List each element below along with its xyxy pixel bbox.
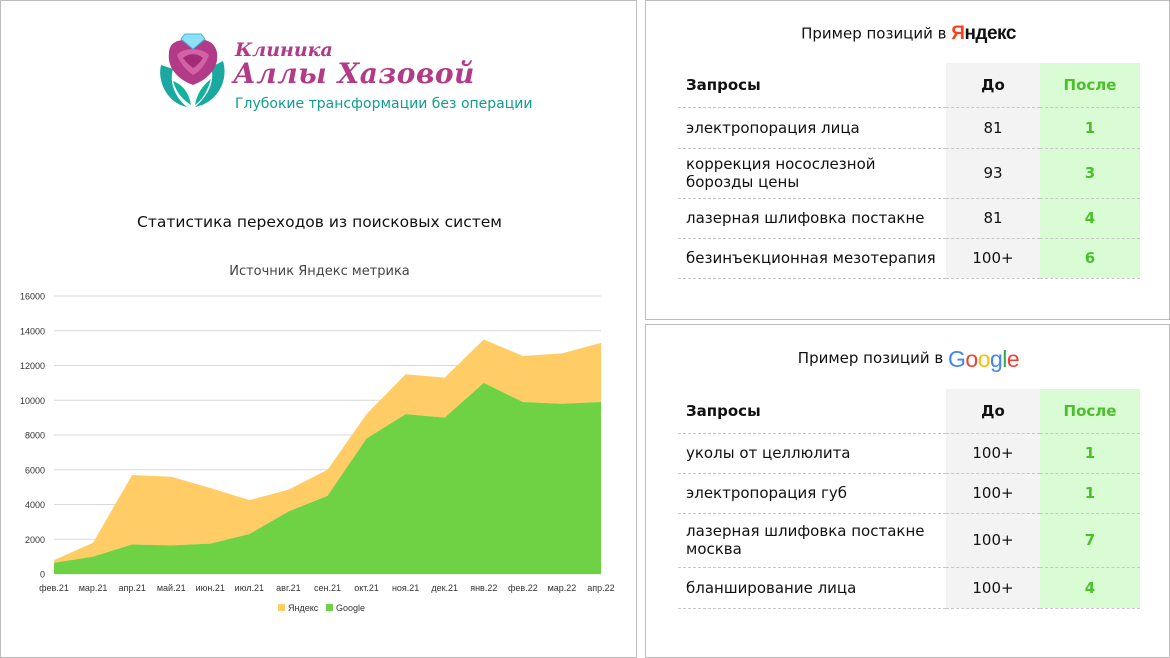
after-cell: 3: [1040, 148, 1140, 199]
yandex-title-prefix: Пример позиций в: [801, 24, 947, 43]
brand-line-1: Клиника: [235, 39, 333, 61]
legend-swatch-google: [326, 604, 333, 611]
table-row: бланширование лица 100+ 4: [678, 567, 1140, 609]
x-tick-label: сен.21: [314, 583, 341, 593]
x-tick-label: апр.22: [587, 583, 614, 593]
x-tick-label: дек.21: [431, 583, 458, 593]
legend-label-yandex: Яндекс: [288, 603, 319, 613]
traffic-area-chart: 0 2000 4000 6000 8000 10000 12000 14000 16000 фев…: [20, 292, 615, 614]
table-row: безинъекционная мезотерапия 100+ 6: [678, 238, 1140, 279]
after-cell: 1: [1040, 473, 1140, 514]
y-tick-label: 12000: [20, 361, 45, 371]
header-before: До: [946, 389, 1040, 434]
google-logo: Google: [948, 344, 1020, 372]
table-row: электропорация губ 100+ 1: [678, 473, 1140, 514]
statistics-panel: Клиника Аллы Хазовой Глубокие трансформа…: [0, 0, 637, 658]
x-tick-label: июн.21: [196, 583, 225, 593]
x-tick-label: авг.21: [276, 583, 300, 593]
yandex-logo-rest: ндекс: [964, 22, 1016, 44]
x-tick-label: июл.21: [235, 583, 264, 593]
brand-line-2: Аллы Хазовой: [233, 57, 475, 90]
y-tick-label: 8000: [25, 431, 45, 441]
query-cell: коррекция носослезной борозды цены: [678, 148, 946, 199]
header-after: После: [1040, 63, 1140, 108]
google-logo-letter: o: [977, 345, 991, 372]
before-cell: 100+: [946, 433, 1040, 474]
query-cell: электропорация лица: [678, 107, 946, 149]
table-row: лазерная шлифовка постакне 81 4: [678, 198, 1140, 239]
query-cell: уколы от целлюлита: [678, 433, 946, 474]
query-cell: лазерная шлифовка постакне: [678, 198, 946, 239]
x-tick-label: май.21: [157, 583, 186, 593]
table-row: электропорация лица 81 1: [678, 107, 1140, 149]
google-logo-letter: l: [1002, 345, 1007, 372]
x-tick-label: окт.21: [354, 583, 379, 593]
table-row: коррекция носослезной борозды цены 93 3: [678, 148, 1140, 199]
query-cell: безинъекционная мезотерапия: [678, 238, 946, 279]
chart-title: Источник Яндекс метрика: [229, 264, 410, 279]
after-cell: 6: [1040, 238, 1140, 279]
y-tick-label: 14000: [20, 326, 45, 336]
legend-label-google: Google: [336, 603, 365, 613]
google-logo-letter: o: [965, 345, 978, 372]
google-logo-letter: G: [948, 345, 966, 372]
y-tick-label: 4000: [25, 500, 45, 510]
statistics-title: Статистика переходов из поисковых систем: [137, 213, 502, 231]
google-title-prefix: Пример позиций в: [797, 348, 944, 367]
google-area: [54, 382, 601, 574]
before-cell: 100+: [946, 238, 1040, 279]
google-positions-table: Запросы До После уколы от целлюлита 100+…: [678, 389, 1140, 609]
before-cell: 100+: [946, 567, 1040, 609]
after-cell: 1: [1040, 433, 1140, 474]
y-tick-label: 16000: [20, 292, 45, 302]
clinic-logo: Клиника Аллы Хазовой Глубокие трансформа…: [153, 31, 533, 121]
google-positions-title: Пример позиций в Google: [646, 344, 1170, 372]
yandex-logo-first-letter: Я: [951, 22, 965, 44]
legend-swatch-yandex: [278, 604, 285, 611]
y-tick-label: 10000: [20, 396, 45, 406]
before-cell: 100+: [946, 513, 1040, 568]
x-tick-label: мар.21: [79, 583, 108, 593]
brand-tagline: Глубокие трансформации без операции: [235, 96, 533, 112]
after-cell: 4: [1040, 198, 1140, 239]
query-cell: бланширование лица: [678, 567, 946, 609]
after-cell: 4: [1040, 567, 1140, 609]
after-cell: 1: [1040, 107, 1140, 149]
yandex-positions-title: Пример позиций в Яндекс: [646, 21, 1170, 45]
header-queries: Запросы: [678, 63, 946, 108]
google-positions-panel: Пример позиций в Google Запросы До После…: [645, 324, 1170, 658]
table-row: уколы от целлюлита 100+ 1: [678, 433, 1140, 474]
yandex-logo: Яндекс: [951, 22, 1016, 44]
query-cell: электропорация губ: [678, 473, 946, 514]
x-tick-label: янв.22: [470, 583, 497, 593]
before-cell: 81: [946, 107, 1040, 149]
yandex-positions-panel: Пример позиций в Яндекс Запросы До После…: [645, 0, 1170, 320]
table-header-row: Запросы До После: [678, 63, 1140, 108]
table-row: лазерная шлифовка постакне москва 100+ 7: [678, 513, 1140, 568]
after-cell: 7: [1040, 513, 1140, 568]
table-header-row: Запросы До После: [678, 389, 1140, 434]
y-tick-label: 0: [40, 570, 45, 580]
before-cell: 81: [946, 198, 1040, 239]
x-tick-label: апр.21: [118, 583, 145, 593]
y-tick-label: 2000: [25, 535, 45, 545]
yandex-positions-table: Запросы До После электропорация лица 81 …: [678, 63, 1140, 279]
header-before: До: [946, 63, 1040, 108]
header-after: После: [1040, 389, 1140, 434]
google-logo-letter: g: [989, 345, 1003, 372]
y-tick-label: 6000: [25, 465, 45, 475]
x-tick-label: фев.22: [508, 583, 538, 593]
before-cell: 100+: [946, 473, 1040, 514]
before-cell: 93: [946, 148, 1040, 199]
x-tick-label: мар.22: [548, 583, 577, 593]
google-logo-letter: e: [1006, 345, 1020, 372]
rose-logo-icon: [160, 33, 225, 107]
header-queries: Запросы: [678, 389, 946, 434]
x-tick-label: ноя.21: [392, 583, 419, 593]
x-tick-label: фев.21: [39, 583, 69, 593]
query-cell: лазерная шлифовка постакне москва: [678, 513, 946, 568]
yandex-area: [54, 339, 601, 563]
